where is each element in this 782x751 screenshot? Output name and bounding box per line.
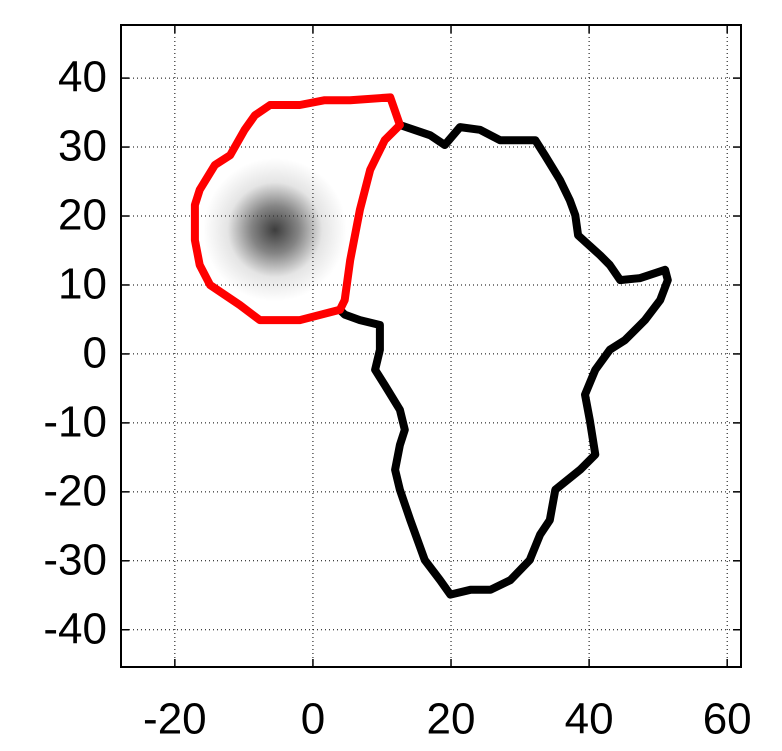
y-tick-label: -10	[43, 398, 107, 447]
y-tick-label: 30	[58, 122, 107, 171]
x-tick-label: 20	[427, 695, 476, 744]
y-tick-label: -30	[43, 535, 107, 584]
grid	[121, 25, 741, 667]
x-tick-label: 40	[565, 695, 614, 744]
outline	[335, 121, 672, 599]
y-tick-label: -40	[43, 604, 107, 653]
x-tick-label: 60	[703, 695, 752, 744]
x-tick-label: 0	[301, 695, 325, 744]
plot-marks	[190, 93, 672, 599]
y-tick-label: 20	[58, 191, 107, 240]
y-tick-label: 10	[58, 260, 107, 309]
y-tick-label: 0	[83, 329, 107, 378]
x-tick-label: -20	[143, 695, 207, 744]
plot-frame	[120, 24, 742, 668]
tick-labels: -20 0 20 40 60 -40 -30 -20 -10 0 10 20 30 40	[43, 53, 751, 744]
y-tick-label: -20	[43, 466, 107, 515]
density-blob	[203, 158, 347, 302]
y-tick-label: 40	[58, 53, 107, 102]
outline	[190, 93, 404, 325]
